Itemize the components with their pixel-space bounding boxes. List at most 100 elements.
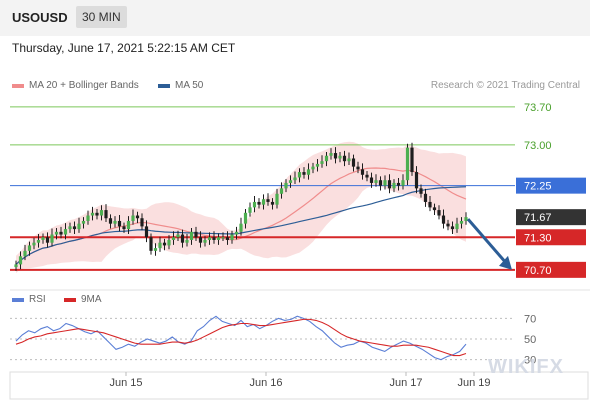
candle-body (455, 223, 459, 230)
candle (414, 166, 419, 194)
legend-ma50: MA 50 (158, 80, 203, 91)
candle (135, 211, 140, 224)
candle (351, 154, 356, 172)
candle-body (279, 188, 284, 194)
symbol-label: USOUSD (12, 10, 68, 25)
candle (189, 228, 194, 245)
candle-body (441, 215, 446, 224)
forecast-arrow (466, 218, 508, 264)
rsi-tick-2: 70 (524, 313, 536, 325)
candle (347, 152, 351, 165)
candle-body (284, 182, 288, 189)
candle-body (167, 239, 171, 246)
candle-body (320, 161, 324, 164)
candle-body (464, 217, 468, 221)
candle (216, 233, 221, 245)
watermark: WIKIFX (488, 356, 564, 378)
candle-body (32, 242, 36, 246)
candle (63, 223, 68, 240)
candle-body (459, 220, 464, 224)
candle-body (176, 234, 180, 238)
candle (392, 179, 396, 193)
ma9-swatch (64, 297, 76, 302)
candle (207, 232, 212, 245)
candle (423, 188, 428, 207)
candle (378, 176, 383, 191)
ma50-swatch (158, 83, 170, 88)
candle-body (99, 210, 104, 216)
candle (171, 231, 176, 245)
candle (180, 229, 185, 248)
candle (329, 148, 333, 160)
candle (306, 163, 311, 180)
candle (297, 168, 302, 183)
candle (194, 226, 198, 242)
candle-body (216, 237, 221, 240)
candle-body (27, 245, 32, 251)
candle (32, 237, 36, 250)
candle (167, 235, 171, 250)
candle (54, 228, 59, 240)
level-label-5: 70.70 (524, 265, 552, 277)
candle (45, 232, 50, 248)
candle-body (50, 234, 54, 243)
timestamp: Thursday, June 17, 2021 5:22:15 AM CET (12, 41, 236, 55)
candle-body (356, 166, 360, 170)
candle-body (234, 231, 239, 235)
candle-body (432, 207, 437, 211)
candle-body (198, 237, 203, 243)
candle (95, 209, 99, 220)
candle (338, 151, 342, 163)
candle (279, 182, 284, 199)
candle-body (428, 201, 432, 208)
timeframe-button[interactable]: 30 MIN (76, 6, 127, 28)
candle-body (297, 172, 302, 178)
candle-body (261, 199, 266, 205)
candle (455, 217, 459, 233)
candle (131, 209, 135, 225)
candle (86, 210, 90, 225)
candle (162, 238, 167, 251)
candle (108, 214, 113, 229)
candle (428, 195, 432, 212)
candle-body (149, 237, 153, 251)
credit-text: Research © 2021 Trading Central (430, 80, 580, 91)
candle-body (275, 193, 279, 205)
forecast-arrow-head (499, 255, 512, 270)
candle (225, 231, 230, 245)
candle (257, 198, 261, 209)
rsi-series-1 (15, 318, 467, 357)
candle-body (401, 180, 405, 186)
candle (302, 167, 306, 179)
candle-body (329, 153, 333, 156)
candle-body (144, 226, 149, 238)
candle (320, 155, 324, 168)
candle-body (230, 234, 234, 240)
candle-body (302, 172, 306, 175)
ma20-swatch (12, 83, 24, 88)
candle-body (221, 237, 225, 239)
candle-body (324, 155, 329, 162)
rsi-tick-0: 30 (524, 355, 536, 367)
legend-9ma-label: 9MA (81, 294, 102, 305)
candle-body (23, 250, 27, 257)
level-label-1: 73.00 (524, 140, 552, 152)
candle (23, 244, 27, 261)
candle (41, 233, 45, 244)
candle-body (185, 239, 189, 243)
rsi-swatch (12, 297, 24, 302)
candle (239, 217, 243, 236)
candle (27, 241, 32, 256)
candle (203, 236, 207, 247)
rsi-tick-1: 50 (524, 334, 536, 346)
candle (387, 174, 392, 194)
candle (198, 231, 203, 248)
candle (356, 161, 360, 174)
candle (419, 184, 423, 198)
candle (441, 209, 446, 229)
candle-body (18, 256, 23, 265)
level-tag-5 (516, 261, 586, 278)
candle (369, 172, 374, 188)
candle-body (126, 220, 131, 230)
